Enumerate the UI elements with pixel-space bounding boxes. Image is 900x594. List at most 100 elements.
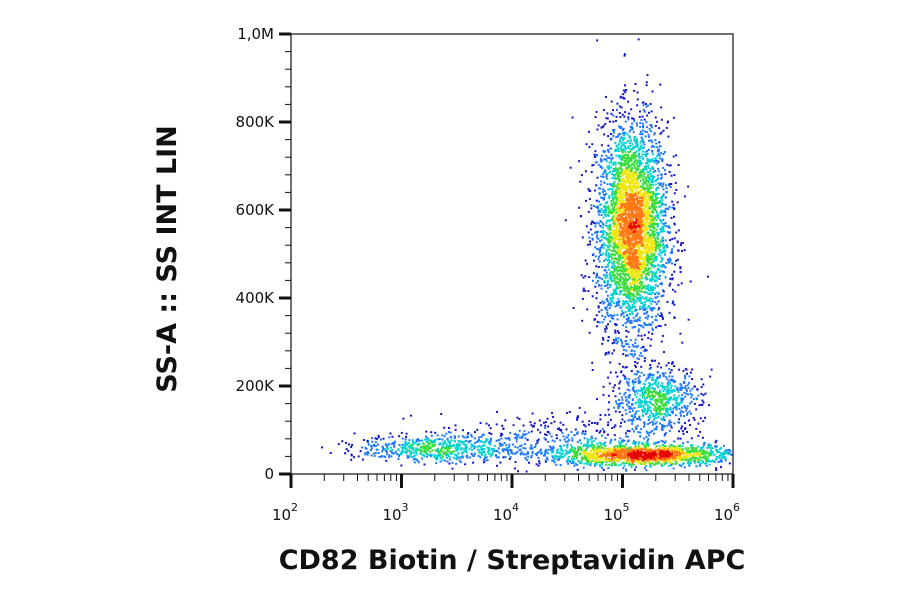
data-point [645, 168, 648, 171]
data-point [641, 150, 644, 153]
data-point [605, 306, 608, 309]
data-point [601, 244, 604, 247]
data-point [627, 223, 629, 226]
data-point [632, 381, 635, 384]
data-point [620, 263, 623, 266]
data-point [719, 454, 722, 457]
data-point [594, 318, 597, 321]
data-point [654, 275, 657, 278]
data-point [646, 263, 649, 266]
data-point [634, 250, 637, 253]
data-point [644, 215, 647, 218]
data-point [632, 153, 635, 156]
data-point [685, 389, 688, 392]
data-point [662, 167, 665, 169]
data-point [646, 395, 649, 397]
data-point [603, 198, 605, 201]
data-point [679, 401, 682, 404]
data-point [664, 385, 667, 388]
data-point [601, 167, 604, 170]
data-point [625, 268, 628, 271]
data-point [592, 253, 595, 256]
data-point [605, 224, 607, 227]
data-point [641, 305, 644, 308]
data-point [661, 419, 664, 422]
data-point [610, 218, 613, 221]
data-point [617, 178, 620, 181]
data-point [633, 285, 636, 288]
data-point [639, 211, 642, 214]
data-point [602, 209, 605, 212]
data-point [647, 262, 650, 264]
data-point [642, 303, 645, 306]
data-point [619, 225, 622, 228]
data-point [617, 135, 619, 138]
data-point [622, 144, 625, 147]
data-point [648, 385, 651, 388]
data-point [653, 248, 655, 251]
data-point [603, 236, 606, 239]
data-point [610, 261, 613, 264]
data-point [605, 95, 607, 98]
data-point [634, 270, 636, 273]
data-point [630, 180, 633, 183]
data-point [646, 152, 649, 155]
data-point [635, 216, 638, 219]
data-point [623, 226, 626, 229]
data-point [642, 109, 645, 111]
data-point [604, 244, 607, 247]
data-point [627, 394, 630, 397]
data-point [634, 275, 637, 278]
data-point [634, 263, 637, 266]
data-point [654, 414, 657, 417]
data-point [626, 235, 629, 238]
data-point [660, 131, 663, 134]
data-point [651, 236, 654, 239]
data-point [650, 145, 653, 148]
data-point [623, 289, 626, 292]
data-point [642, 406, 645, 409]
data-point [689, 389, 692, 392]
data-point [624, 366, 627, 369]
data-point [605, 327, 608, 330]
data-point [626, 186, 629, 189]
data-point [623, 145, 626, 148]
data-point [624, 212, 627, 215]
data-point [689, 280, 692, 283]
data-point [663, 419, 666, 422]
data-point [640, 291, 643, 293]
data-point [622, 139, 624, 141]
data-point [636, 418, 638, 421]
data-point [621, 269, 624, 272]
data-point [656, 196, 659, 199]
data-point [669, 186, 672, 189]
data-point [624, 247, 627, 250]
data-point [689, 424, 691, 426]
data-point [687, 386, 690, 389]
data-point [659, 182, 662, 185]
data-point [673, 440, 676, 443]
data-point [644, 130, 647, 133]
data-point [609, 418, 612, 421]
data-point [641, 137, 644, 140]
data-point [613, 201, 616, 204]
data-point [653, 241, 655, 244]
data-point [668, 226, 671, 229]
data-point [690, 446, 693, 449]
data-point [654, 216, 656, 219]
data-point [651, 403, 654, 406]
data-point [630, 168, 633, 171]
data-point [613, 192, 616, 195]
data-point [626, 189, 628, 192]
data-point [688, 375, 691, 378]
data-point [656, 162, 659, 165]
data-point [649, 256, 652, 259]
data-point [639, 298, 642, 301]
data-point [617, 217, 620, 220]
data-point [641, 200, 644, 203]
data-point [638, 152, 640, 155]
data-point [639, 125, 642, 128]
data-point [622, 253, 625, 256]
data-point [606, 259, 608, 262]
data-point [629, 179, 632, 182]
